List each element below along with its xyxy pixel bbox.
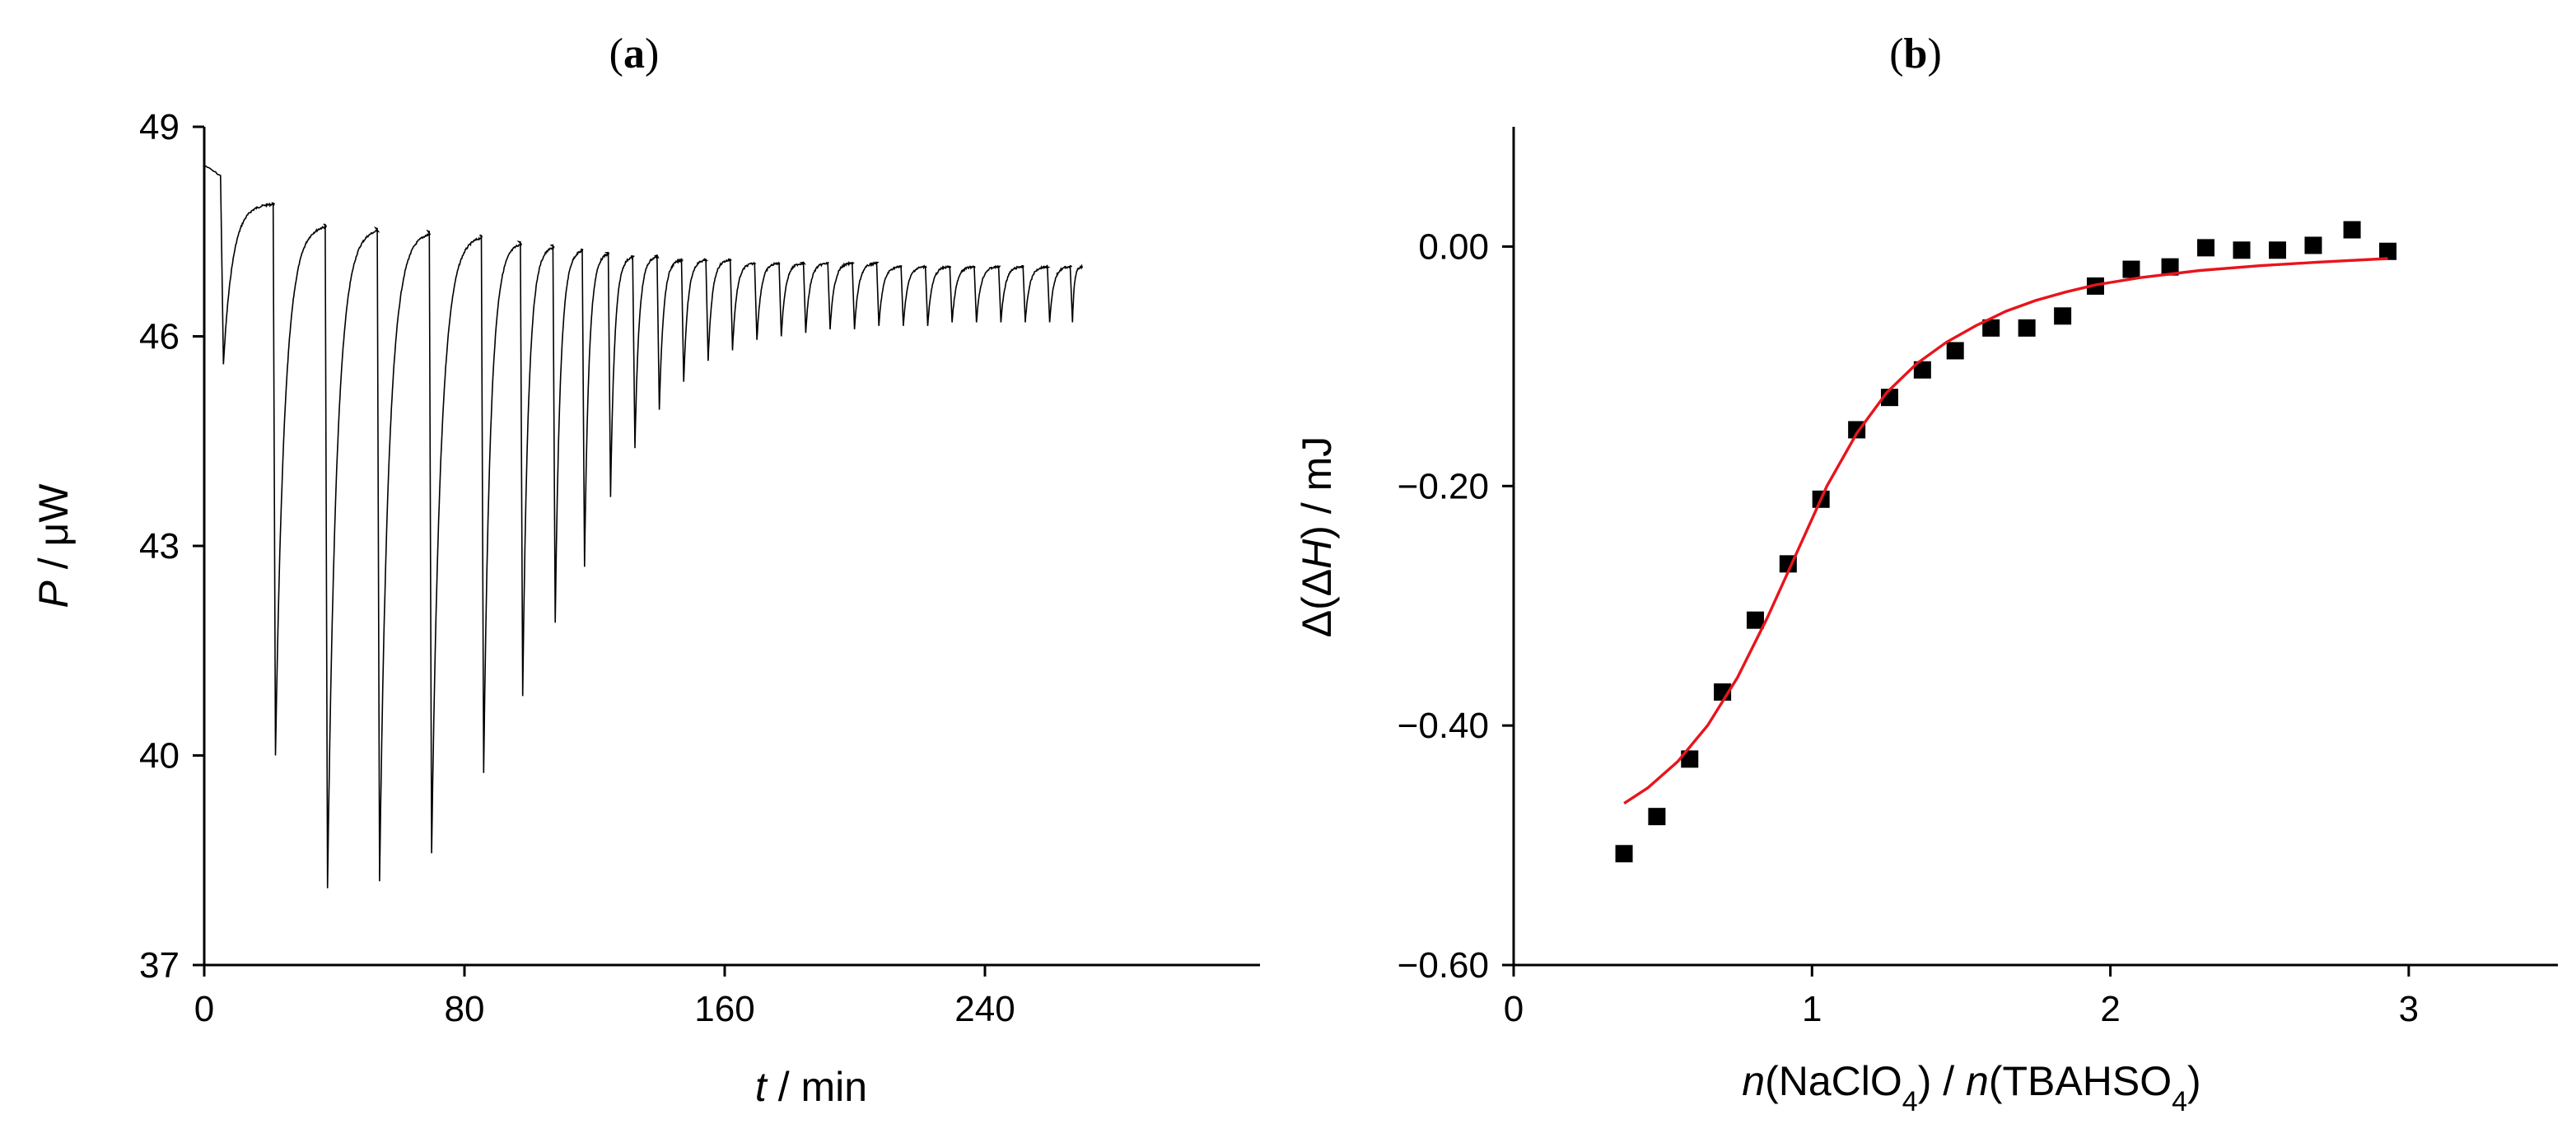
data-point xyxy=(2233,241,2251,259)
panel-b-y-tick-label: −0.40 xyxy=(1398,706,1489,746)
panel-b-x-tick-label: 0 xyxy=(1504,989,1524,1029)
panel-a-x-tick-label: 240 xyxy=(954,989,1015,1029)
panel-a-y-axis-title: P / μW xyxy=(30,483,77,608)
fit-curve xyxy=(1623,257,2388,805)
panel-a-y-tick-label: 40 xyxy=(139,736,180,776)
panel-b-y-axis-title: Δ(ΔH) / mJ xyxy=(1294,436,1340,638)
panel-b-label: (b) xyxy=(1889,30,1942,77)
panel-a-y-tick-label: 43 xyxy=(139,526,180,566)
panel-a-y-tick-label: 37 xyxy=(139,945,180,986)
panel-b-y-tick-label: −0.60 xyxy=(1398,945,1489,986)
data-point xyxy=(1982,319,2000,337)
panel-b-y-tick-label: −0.20 xyxy=(1398,466,1489,506)
panel-b-axes xyxy=(1512,127,2558,967)
power-trace-line xyxy=(203,164,1084,888)
panel-a-y-tick-label: 49 xyxy=(139,107,180,147)
data-point xyxy=(1681,750,1699,768)
data-point xyxy=(2018,319,2036,337)
panel-a-y-tick-label: 46 xyxy=(139,317,180,357)
panel-b-x-axis-title: n(NaClO4) / n(TBAHSO4) xyxy=(1742,1058,2200,1117)
panel-a-x-tick-label: 160 xyxy=(694,989,754,1029)
panel-a-label: (a) xyxy=(609,30,660,77)
data-point xyxy=(1746,611,1764,629)
data-point xyxy=(2379,242,2397,260)
panel-a-axes xyxy=(203,127,1260,967)
data-point xyxy=(1648,808,1666,826)
panel-b-x-tick-label: 3 xyxy=(2399,989,2419,1029)
data-point xyxy=(2268,241,2286,259)
panel-b: (b) 0 1 2 3 −0.60 −0.40 −0.20 0.00 Δ(ΔH) / mJ n… xyxy=(1294,30,2558,1117)
data-point xyxy=(2122,260,2140,278)
panel-a-x-tick-label: 0 xyxy=(194,989,214,1029)
panel-b-x-tick-label: 1 xyxy=(1802,989,1822,1029)
data-point xyxy=(2304,236,2322,254)
data-point xyxy=(2197,239,2215,257)
panel-a: (a) 0 80 160 240 37 40 43 46 49 P / μW t / min xyxy=(30,30,1260,1110)
panel-b-x-tick-label: 2 xyxy=(2100,989,2120,1029)
panel-b-y-tick-label: 0.00 xyxy=(1418,226,1489,267)
data-point xyxy=(1946,342,1964,360)
data-point xyxy=(1913,361,1931,379)
data-point xyxy=(2161,258,2179,276)
panel-a-x-axis-title: t / min xyxy=(755,1064,867,1110)
data-point xyxy=(2054,307,2072,325)
data-point xyxy=(1615,845,1633,863)
panel-a-x-tick-label: 80 xyxy=(445,989,485,1029)
data-point xyxy=(2343,221,2361,239)
